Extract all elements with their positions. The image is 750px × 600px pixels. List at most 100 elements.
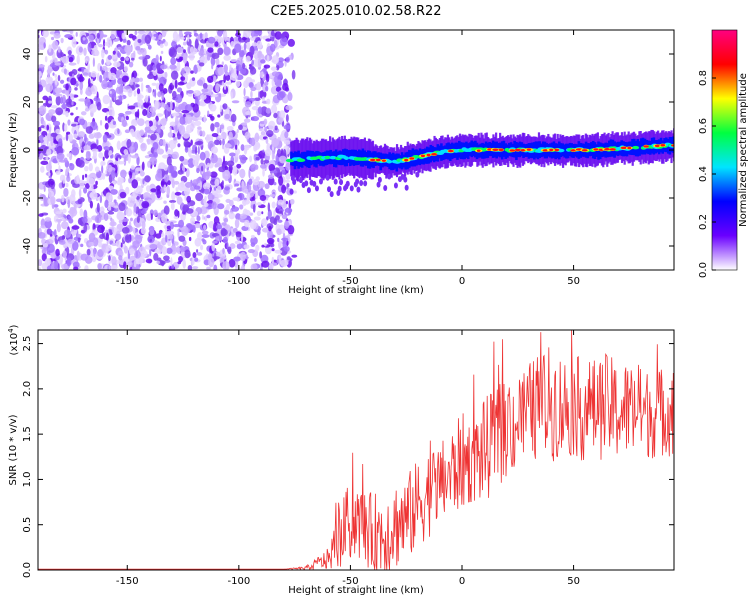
noise-speck: [224, 113, 231, 120]
noise-speck: [219, 104, 222, 113]
noise-speck: [86, 174, 90, 182]
band-speck: [306, 187, 311, 194]
noise-speck: [184, 181, 193, 188]
noise-speck: [241, 36, 247, 41]
noise-speck: [173, 180, 180, 185]
noise-speck: [226, 160, 235, 167]
noise-speck: [161, 154, 169, 159]
band-speck: [339, 179, 344, 186]
noise-speck: [285, 200, 289, 205]
noise-speck: [114, 233, 122, 241]
noise-speck: [230, 113, 237, 123]
noise-speck: [271, 248, 275, 252]
noise-speck: [85, 183, 90, 189]
noise-speck: [83, 209, 88, 219]
noise-speck: [239, 213, 247, 220]
noise-speck: [150, 213, 153, 221]
noise-speck: [283, 124, 291, 130]
noise-speck: [177, 210, 180, 218]
noise-speck: [153, 151, 158, 159]
noise-speck: [214, 121, 220, 128]
x-tick-label: -150: [116, 576, 139, 587]
noise-speck: [118, 219, 123, 224]
noise-speck: [259, 194, 267, 202]
noise-speck: [104, 122, 109, 130]
noise-speck: [126, 138, 132, 149]
noise-speck: [265, 73, 270, 83]
noise-speck: [212, 256, 221, 260]
noise-speck: [60, 221, 69, 230]
noise-speck: [268, 32, 271, 38]
noise-speck: [105, 192, 112, 203]
band-speck: [355, 178, 360, 185]
noise-speck: [247, 42, 250, 50]
noise-speck: [228, 37, 231, 43]
noise-speck: [84, 265, 89, 270]
noise-speck: [251, 30, 254, 39]
noise-speck: [42, 136, 48, 142]
noise-speck: [130, 217, 133, 222]
noise-speck: [150, 133, 157, 141]
x-tick-label: 50: [567, 276, 580, 287]
noise-speck: [109, 40, 113, 48]
band-speck: [337, 185, 342, 192]
noise-speck: [238, 50, 245, 58]
noise-speck: [276, 148, 282, 158]
noise-speck: [88, 232, 96, 243]
noise-speck: [181, 110, 190, 114]
noise-speck: [215, 83, 220, 93]
noise-speck: [269, 43, 276, 53]
noise-speck: [116, 154, 122, 160]
band-peak: [670, 144, 674, 147]
noise-speck: [118, 112, 125, 117]
noise-speck: [57, 263, 60, 270]
noise-speck: [131, 70, 138, 79]
band-speck: [383, 185, 388, 192]
noise-speck: [103, 213, 109, 221]
colorbar: 0.0 0.2 0.4 0.6 0.8 Normalized spectral ampl…: [698, 29, 749, 278]
noise-speck: [77, 159, 85, 168]
noise-speck: [175, 187, 179, 192]
noise-speck: [285, 173, 291, 180]
noise-speck: [101, 65, 108, 71]
band-peak: [643, 145, 649, 148]
noise-speck: [199, 130, 203, 137]
noise-speck: [115, 69, 123, 75]
noise-speck: [52, 120, 61, 127]
noise-speck: [222, 103, 228, 110]
spectrogram-signal-band: [285, 128, 674, 198]
noise-speck: [248, 66, 255, 70]
noise-speck: [65, 110, 69, 118]
band-speck: [333, 178, 338, 185]
noise-speck: [286, 256, 291, 261]
noise-speck: [54, 74, 58, 78]
noise-speck: [133, 203, 137, 213]
noise-speck: [134, 111, 139, 118]
noise-speck: [71, 147, 80, 156]
noise-speck: [150, 188, 157, 193]
noise-speck: [88, 34, 94, 43]
noise-speck: [175, 247, 181, 253]
noise-speck: [157, 148, 165, 155]
noise-speck: [271, 55, 280, 65]
band-peak: [370, 158, 376, 162]
noise-speck: [184, 146, 189, 153]
noise-speck: [149, 156, 158, 166]
noise-speck: [202, 224, 207, 231]
noise-speck: [280, 259, 288, 267]
noise-speck: [161, 213, 168, 224]
noise-speck: [131, 76, 135, 83]
noise-speck: [42, 95, 49, 101]
band-speck: [289, 188, 294, 195]
noise-speck: [124, 30, 127, 35]
noise-speck: [158, 162, 166, 170]
noise-speck: [166, 156, 172, 166]
noise-speck: [232, 197, 241, 202]
noise-speck: [123, 261, 127, 270]
noise-speck: [254, 258, 257, 262]
noise-speck: [205, 40, 209, 48]
noise-speck: [260, 158, 264, 165]
noise-speck: [65, 169, 68, 177]
noise-speck: [55, 128, 61, 134]
y-tick-label: 20: [22, 96, 33, 109]
